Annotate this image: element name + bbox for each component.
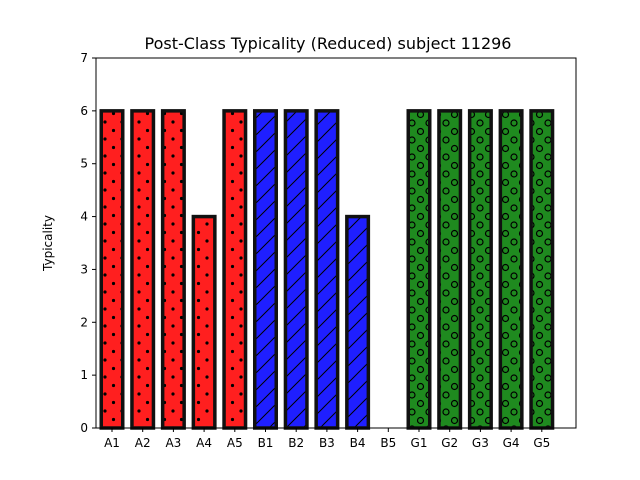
x-tick-label: A1 (104, 436, 120, 450)
chart-title: Post-Class Typicality (Reduced) subject … (145, 34, 512, 53)
x-tick-label: A2 (135, 436, 151, 450)
x-tick-label: B2 (288, 436, 304, 450)
bar-b4 (345, 214, 371, 430)
bar-g4 (498, 109, 524, 430)
x-tick-label: A3 (165, 436, 181, 450)
bars-group (99, 109, 555, 430)
x-tick-label: G3 (472, 436, 489, 450)
y-tick-label: 6 (80, 104, 88, 118)
x-tick-label: G4 (503, 436, 520, 450)
bar-b2 (283, 109, 309, 430)
bar-a3 (160, 109, 186, 430)
y-tick-label: 5 (80, 157, 88, 171)
y-axis-ticks: 0 1 2 3 4 5 6 7 (80, 51, 96, 435)
plot-frame (95, 57, 577, 429)
bar-a1 (99, 109, 125, 430)
y-tick-label: 4 (80, 210, 88, 224)
y-tick-label: 1 (80, 368, 88, 382)
bar-a5 (222, 109, 248, 430)
y-tick-label: 0 (80, 421, 88, 435)
x-tick-label: A4 (196, 436, 212, 450)
x-tick-label: G2 (441, 436, 458, 450)
x-tick-label: B3 (319, 436, 335, 450)
bar-b3 (314, 109, 340, 430)
y-tick-label: 7 (80, 51, 88, 65)
bar-b1 (253, 109, 278, 430)
bar-g1 (406, 109, 432, 430)
bar-a4 (191, 214, 217, 430)
y-axis-label: Typicality (41, 215, 55, 272)
y-tick-label: 3 (80, 262, 88, 276)
x-tick-label: G5 (533, 436, 550, 450)
x-axis-ticks: A1 A2 A3 A4 A5 B1 B2 B3 B4 B5 G1 G2 G3 G4 G5 (104, 428, 550, 450)
bar-a2 (130, 109, 156, 430)
x-tick-label: B1 (258, 436, 274, 450)
bar-g5 (529, 109, 555, 430)
x-tick-label: G1 (411, 436, 428, 450)
x-tick-label: A5 (227, 436, 243, 450)
bar-g2 (437, 109, 463, 430)
y-tick-label: 2 (80, 315, 88, 329)
x-tick-label: B4 (350, 436, 366, 450)
x-tick-label: B5 (380, 436, 396, 450)
bar-g3 (467, 109, 493, 430)
